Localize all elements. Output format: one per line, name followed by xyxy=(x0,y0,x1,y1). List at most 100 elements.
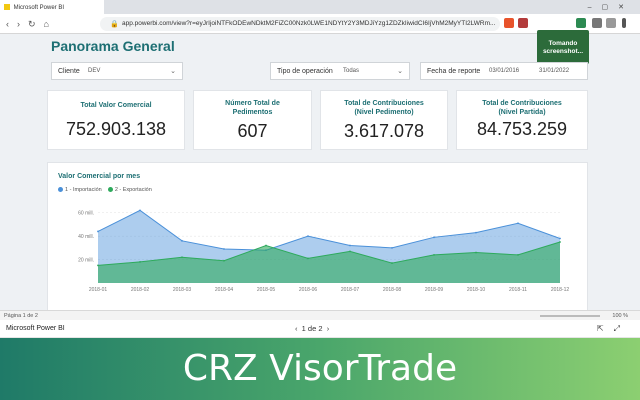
data-point xyxy=(475,231,477,234)
x-tick-label: 2018-03 xyxy=(173,287,192,293)
fecha-from[interactable]: 03/01/2016 xyxy=(489,68,520,74)
browser-chrome: Microsoft Power BI –▢✕ ‹›↻⌂ 🔒 app.powerb… xyxy=(0,0,640,40)
cliente-label: Cliente xyxy=(58,68,80,75)
data-point xyxy=(391,246,393,249)
legend-importacion: 1 - Importación xyxy=(65,187,102,193)
x-tick-label: 2018-10 xyxy=(467,287,486,293)
browser-toolbar: ‹›↻⌂ 🔒 app.powerbi.com/view?r=eyJrIjoiNT… xyxy=(0,14,640,34)
y-tick-label: 60 mill. xyxy=(78,211,94,217)
next-page-icon[interactable]: › xyxy=(326,324,330,333)
data-point xyxy=(475,251,477,254)
kpi-card-pedimentos: Número Total de Pedimentos 607 xyxy=(193,90,312,150)
data-point xyxy=(349,250,351,253)
window-controls[interactable]: –▢✕ xyxy=(587,4,634,11)
powerbi-favicon-icon xyxy=(4,4,10,10)
area-chart[interactable]: 20 mill. 40 mill. 60 mill. 2018-01 2018-02 20… xyxy=(48,163,589,333)
page-title: Panorama General xyxy=(51,38,175,54)
data-point xyxy=(223,248,225,250)
lock-icon: 🔒 xyxy=(110,21,119,28)
cliente-filter[interactable]: Cliente DEV ⌄ xyxy=(51,62,183,80)
data-point xyxy=(349,244,351,247)
kpi-label: Total Valor Comercial xyxy=(80,102,152,109)
brave-shield-icon[interactable] xyxy=(504,18,514,28)
chart-legend: 1 - Importación 2 - Exportación xyxy=(58,187,152,193)
kpi-value: 607 xyxy=(237,121,268,141)
kpi-card-valor-comercial: Total Valor Comercial 752.903.138 xyxy=(47,90,185,150)
chart-title: Valor Comercial por mes xyxy=(58,173,141,180)
series-line-2 xyxy=(97,241,561,266)
pager-text: 1 de 2 xyxy=(301,324,323,333)
data-point xyxy=(265,244,267,247)
kpi-label: Número Total de Pedimentos xyxy=(225,100,280,116)
zoom-slider[interactable] xyxy=(540,315,600,317)
kpi-value: 752.903.138 xyxy=(65,119,167,139)
prev-page-icon[interactable]: ‹ xyxy=(295,324,298,333)
fecha-to[interactable]: 31/01/2022 xyxy=(539,68,570,74)
y-tick-label: 20 mill. xyxy=(78,258,94,264)
data-point xyxy=(181,256,183,259)
tab-strip: Microsoft Power BI –▢✕ xyxy=(0,0,640,14)
data-point xyxy=(433,253,435,256)
data-point xyxy=(559,237,561,240)
x-tick-label: 2018-05 xyxy=(257,287,276,293)
data-point xyxy=(307,235,309,238)
data-point xyxy=(139,261,141,263)
fecha-reporte-filter[interactable]: Fecha de reporte 03/01/2016 31/01/2022 xyxy=(420,62,588,80)
status-bar: Página 1 de 2 100 % xyxy=(0,310,640,320)
tipo-label: Tipo de operación xyxy=(277,68,333,75)
fecha-label: Fecha de reporte xyxy=(427,68,481,75)
x-tick-label: 2018-06 xyxy=(299,287,318,293)
screenshot-toast: Tomando screenshot... xyxy=(537,30,589,64)
data-point xyxy=(97,264,99,267)
report-page: Panorama General Tomando screenshot... C… xyxy=(0,30,640,332)
kpi-card-contrib-partida: Total de Contribuciones (Nivel Partida) … xyxy=(456,90,588,150)
share-icon[interactable]: ⇱ xyxy=(596,324,614,333)
x-tick-label: 2018-02 xyxy=(131,287,150,293)
promo-banner: CRZ VisorTrade xyxy=(0,338,640,400)
tab-title: Microsoft Power BI xyxy=(13,5,65,11)
data-point xyxy=(139,209,141,212)
report-footer: Microsoft Power BI ‹ 1 de 2 › ⇱⤢ xyxy=(0,320,640,338)
kpi-label: Total de Contribuciones (Nivel Partida) xyxy=(482,100,562,116)
extensions-icon[interactable] xyxy=(592,18,602,28)
page-navigator[interactable]: ‹ 1 de 2 › xyxy=(295,324,329,333)
data-point xyxy=(181,239,183,242)
nav-buttons[interactable]: ‹›↻⌂ xyxy=(6,19,57,29)
kpi-card-contrib-pedimento: Total de Contribuciones (Nivel Pedimento… xyxy=(320,90,448,150)
legend-exportacion: 2 - Exportación xyxy=(114,187,152,193)
x-tick-label: 2018-04 xyxy=(215,287,234,293)
x-tick-label: 2018-01 xyxy=(89,287,108,293)
series-line-1 xyxy=(97,209,561,251)
data-point xyxy=(433,236,435,239)
footer-actions: ⇱⤢ xyxy=(597,324,630,334)
chevron-down-icon: ⌄ xyxy=(170,68,176,75)
y-tick-label: 40 mill. xyxy=(78,234,94,240)
tipo-operacion-filter[interactable]: Tipo de operación Todas ⌄ xyxy=(270,62,410,80)
data-point xyxy=(517,253,519,256)
data-point xyxy=(517,222,519,225)
data-point xyxy=(307,257,309,260)
address-bar[interactable]: 🔒 app.powerbi.com/view?r=eyJrIjoiNTFkODE… xyxy=(100,17,500,31)
data-point xyxy=(97,230,99,233)
kpi-label: Total de Contribuciones (Nivel Pedimento… xyxy=(344,100,424,116)
screenshot-extension-icon[interactable] xyxy=(576,18,586,28)
series-area-2 xyxy=(98,242,560,283)
url-text: app.powerbi.com/view?r=eyJrIjoiNTFkODEwN… xyxy=(122,20,496,27)
x-tick-label: 2018-11 xyxy=(509,287,527,293)
legend-dot-importacion xyxy=(58,187,63,192)
footer-app-name[interactable]: Microsoft Power BI xyxy=(6,325,65,332)
rewards-icon[interactable] xyxy=(518,18,528,28)
valor-comercial-chart-panel: Valor Comercial por mes 1 - Importación … xyxy=(47,162,588,332)
zoom-level[interactable]: 100 % xyxy=(612,313,628,319)
x-tick-label: 2018-07 xyxy=(341,287,360,293)
tipo-value: Todas xyxy=(343,68,360,74)
menu-icon[interactable] xyxy=(622,18,626,28)
legend-dot-exportacion xyxy=(107,187,113,192)
page-indicator: Página 1 de 2 xyxy=(4,313,38,319)
sidebar-icon[interactable] xyxy=(606,18,616,28)
chevron-down-icon: ⌄ xyxy=(397,68,403,75)
data-point xyxy=(391,262,393,264)
data-point xyxy=(223,259,225,262)
fullscreen-icon[interactable]: ⤢ xyxy=(613,324,630,333)
browser-tab[interactable]: Microsoft Power BI xyxy=(0,0,104,14)
